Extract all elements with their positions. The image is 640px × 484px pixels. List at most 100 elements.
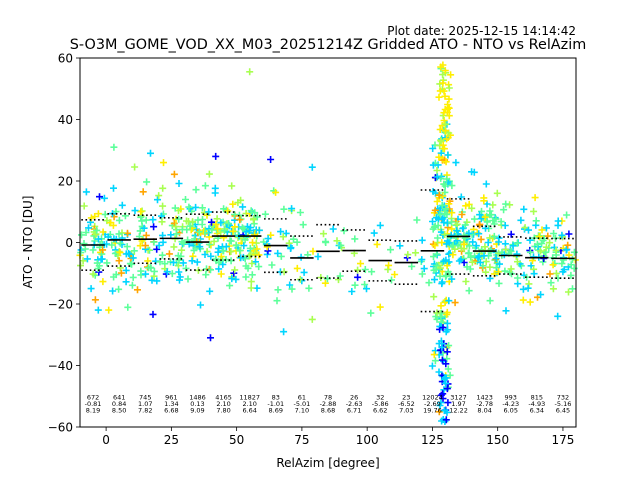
scatter-point: [159, 184, 167, 192]
scatter-point: [445, 342, 453, 350]
scatter-point: [483, 200, 491, 208]
scatter-point: [226, 237, 234, 245]
scatter-point: [445, 95, 453, 103]
scatter-point: [549, 261, 557, 269]
scatter-point: [435, 368, 443, 376]
scatter-point: [431, 276, 438, 284]
scatter-point: [463, 263, 471, 271]
bin-std-label: 7.82: [138, 406, 152, 414]
scatter-point: [80, 240, 88, 247]
scatter-point: [433, 198, 441, 205]
scatter-point: [354, 273, 362, 281]
scatter-point: [129, 273, 137, 281]
scatter-point: [155, 242, 163, 249]
scatter-point: [542, 243, 550, 251]
scatter-point: [436, 264, 444, 272]
scatter-point: [126, 251, 134, 258]
scatter-point: [483, 218, 491, 226]
scatter-point: [298, 277, 306, 285]
scatter-point: [500, 251, 508, 259]
scatter-point: [368, 268, 376, 276]
scatter-point: [178, 246, 186, 254]
scatter-point: [497, 218, 505, 226]
scatter-point: [493, 189, 501, 197]
scatter-point: [530, 207, 538, 215]
scatter-point: [565, 230, 573, 238]
scatter-point: [465, 287, 473, 295]
scatter-point: [290, 235, 297, 243]
scatter-point: [116, 239, 124, 247]
scatter-point: [225, 220, 232, 227]
scatter-point: [565, 251, 573, 259]
scatter-point: [441, 92, 449, 100]
scatter-point: [173, 230, 180, 238]
bin-std-label: 6.68: [164, 406, 178, 414]
scatter-point: [131, 207, 139, 215]
scatter-point: [116, 249, 124, 257]
scatter-point: [160, 159, 167, 167]
scatter-point: [293, 238, 301, 246]
bin-std-label: 8.69: [269, 406, 283, 414]
scatter-point: [486, 297, 494, 305]
scatter-point: [175, 215, 183, 223]
scatter-point: [134, 286, 141, 294]
scatter-point: [96, 193, 103, 201]
scatter-point: [206, 287, 214, 295]
scatter-point: [436, 126, 444, 133]
scatter-point: [149, 310, 157, 318]
scatter-point: [321, 279, 329, 287]
scatter-point: [98, 255, 106, 263]
scatter-point: [137, 208, 145, 216]
scatter-point: [440, 109, 448, 117]
scatter-point: [287, 245, 295, 252]
scatter-point: [118, 201, 126, 209]
scatter-point: [468, 168, 476, 176]
scatter-point: [159, 238, 167, 246]
scatter-point: [449, 251, 457, 259]
scatter-point: [242, 228, 250, 236]
scatter-point: [296, 209, 304, 216]
bin-mean-label: -1.01: [267, 400, 284, 408]
scatter-point: [448, 225, 456, 233]
scatter-point: [172, 223, 180, 231]
scatter-point: [221, 227, 228, 235]
bin-count-label: 745: [139, 393, 151, 401]
scatter-point: [433, 173, 441, 181]
scatter-point: [429, 240, 437, 248]
scatter-point: [147, 264, 155, 272]
scatter-point: [207, 252, 215, 260]
scatter-point: [237, 254, 245, 262]
scatter-point: [300, 268, 308, 276]
scatter-point: [570, 264, 578, 272]
scatter-point: [490, 232, 498, 240]
scatter-point: [197, 229, 204, 237]
scatter-point: [250, 216, 257, 224]
scatter-point: [309, 247, 317, 255]
scatter-point: [564, 241, 572, 249]
scatter-point: [438, 122, 446, 130]
bin-mean-label: -5.01: [293, 400, 310, 408]
scatter-point: [517, 216, 525, 224]
scatter-point: [444, 399, 452, 407]
scatter-point: [439, 71, 447, 79]
mean-layer: [81, 235, 575, 264]
scatter-point: [361, 266, 369, 273]
bin-std-label: 7.03: [399, 406, 413, 414]
bin-mean-label: 1.07: [138, 400, 152, 408]
scatter-point: [464, 249, 472, 257]
scatter-point: [540, 255, 548, 262]
scatter-point: [149, 216, 157, 224]
x-axis: 0 25 50 75 100 125 150 175: [102, 427, 574, 447]
scatter-point: [293, 264, 301, 272]
scatter-point: [232, 275, 240, 283]
scatter-point: [437, 391, 445, 399]
bin-count-label: 1486: [189, 393, 206, 401]
scatter-point: [246, 244, 254, 252]
scatter-point: [78, 231, 85, 239]
scatter-point: [286, 281, 294, 289]
scatter-point: [549, 285, 557, 293]
scatter-point: [150, 267, 158, 275]
scatter-point: [481, 213, 489, 221]
